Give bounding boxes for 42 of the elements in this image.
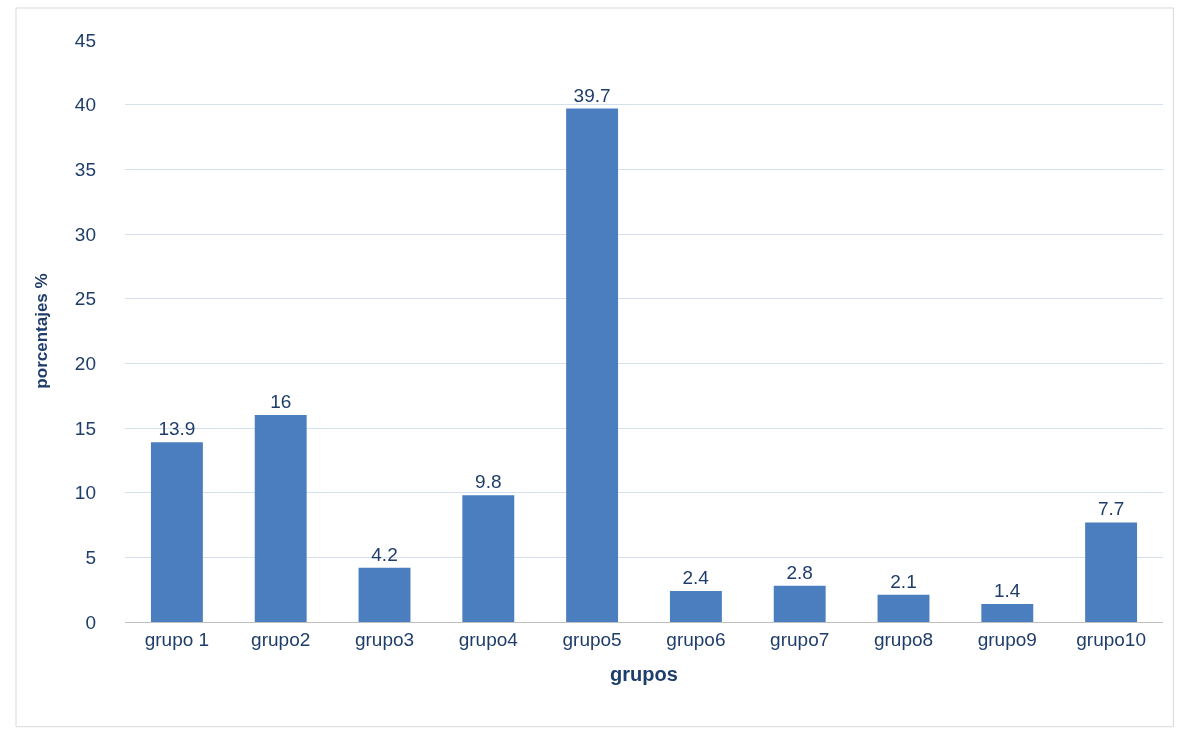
y-tick-label: 30 [74,223,96,245]
bar [358,567,411,622]
x-tick-label: grupo2 [251,628,311,650]
x-tick-label: grupo9 [977,628,1037,650]
y-tick-label: 15 [74,417,96,439]
data-label: 2.8 [786,561,813,583]
data-label: 39.7 [573,84,611,106]
x-tick-label: grupo10 [1076,628,1146,650]
y-tick-label: 20 [74,352,96,374]
data-label: 16 [270,391,292,413]
data-label: 13.9 [158,418,196,440]
x-tick-label: grupo5 [562,628,622,650]
y-tick-label: 25 [74,288,96,310]
bar [254,415,307,622]
y-axis-title: porcentajes % [32,273,52,389]
x-axis-title: grupos [610,663,678,686]
bar [1085,522,1138,622]
data-label: 2.1 [890,570,917,592]
data-label: 9.8 [475,471,502,493]
x-tick-label: grupo7 [770,628,830,650]
bar [669,590,722,622]
data-label: 1.4 [993,579,1021,601]
y-tick-label: 40 [74,94,96,116]
bar [150,442,203,622]
x-tick-label: grupo3 [354,628,415,650]
y-tick-label: 5 [85,546,96,568]
bar [773,585,826,622]
y-tick-label: 35 [74,158,96,180]
y-tick-label: 45 [74,29,96,51]
x-tick-label: grupo4 [458,628,519,650]
data-label: 4.2 [371,543,398,565]
data-label: 2.4 [682,566,710,588]
x-tick-label: grupo8 [873,628,934,650]
y-tick-label: 0 [85,611,96,633]
y-tick-label: 10 [74,482,96,504]
x-tick-label: grupo6 [666,628,726,650]
bar [981,603,1034,622]
bar [462,495,515,622]
x-tick-label: grupo 1 [144,628,210,650]
bar [566,108,619,622]
data-label: 7.7 [1097,498,1125,520]
bar [877,594,930,622]
